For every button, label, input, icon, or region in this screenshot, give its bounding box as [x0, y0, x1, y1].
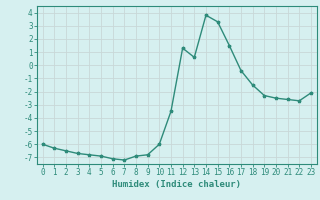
- X-axis label: Humidex (Indice chaleur): Humidex (Indice chaleur): [112, 180, 241, 189]
